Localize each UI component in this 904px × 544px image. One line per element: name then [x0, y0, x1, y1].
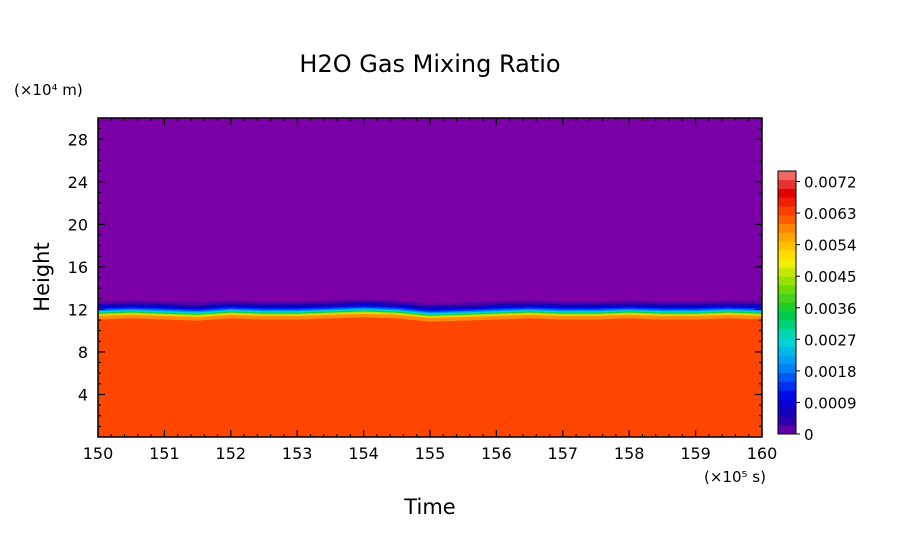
x-tick-label: 155 [415, 444, 446, 463]
x-tick-label: 152 [216, 444, 247, 463]
colorbar-segment [778, 346, 796, 356]
colorbar-segment [778, 179, 796, 189]
colorbar-tick-label: 0.0027 [804, 331, 857, 349]
colorbar-tick-label: 0.0045 [804, 268, 857, 286]
colorbar-segment [778, 276, 796, 286]
colorbar-segment [778, 328, 796, 338]
colorbar-tick-label: 0.0018 [804, 363, 857, 381]
plot-area [98, 118, 762, 437]
colorbar: 0 0.0009 0.0018 0.0027 0.0036 0.0045 0.0054 0.0… [777, 170, 857, 444]
colorbar-segment [778, 232, 796, 242]
colorbar-segment [778, 425, 796, 435]
y-tick-label: 12 [68, 300, 88, 319]
x-axis-label: Time [403, 495, 455, 519]
colorbar-segment [778, 320, 796, 330]
y-tick-label: 4 [78, 385, 88, 404]
colorbar-segment [778, 398, 796, 409]
colorbar-frame [777, 170, 797, 435]
colorbar-segment [778, 241, 796, 251]
x-tick-label: 154 [348, 444, 379, 463]
colorbar-segment [778, 188, 796, 198]
colorbar-tick-label: 0.0072 [804, 174, 857, 192]
y-tick-label: 28 [68, 130, 88, 149]
colorbar-tick-label: 0 [804, 426, 814, 444]
colorbar-segment [778, 214, 796, 224]
x-tick-label: 158 [614, 444, 645, 463]
y-tick-label: 16 [68, 258, 88, 277]
colorbar-segment [778, 416, 796, 426]
colorbar-segment [778, 302, 796, 312]
colorbar-tick-label: 0.0036 [804, 300, 857, 318]
colorbar-segment [778, 197, 796, 207]
x-tick-label: 157 [548, 444, 579, 463]
colorbar-segment [778, 284, 796, 295]
colorbar-segment [778, 390, 796, 400]
colorbar-segment [778, 293, 796, 303]
contour-band-10 [98, 317, 762, 437]
x-tick-label: 159 [680, 444, 711, 463]
x-tick-label: 156 [481, 444, 512, 463]
colorbar-segment [778, 206, 796, 216]
colorbar-tick-label: 0.0063 [804, 205, 857, 223]
colorbar-segment [778, 372, 796, 382]
colorbar-segment [778, 363, 796, 374]
y-axis-label: Height [30, 242, 54, 311]
axis-ticks: 150 151 152 153 154 155 156 157 158 159 160 4 8 12 16 2… [68, 118, 778, 463]
y-unit-label: (×10⁴ m) [14, 81, 83, 99]
colorbar-tick-label: 0.0054 [804, 237, 857, 255]
colorbar-segment [778, 258, 796, 268]
y-tick-label: 8 [78, 343, 88, 362]
colorbar-segment [778, 381, 796, 391]
x-tick-label: 151 [149, 444, 180, 463]
colorbar-segment [778, 337, 796, 347]
chart-title: H2O Gas Mixing Ratio [299, 50, 560, 78]
colorbar-segment [778, 311, 796, 321]
x-unit-label: (×10⁵ s) [704, 468, 766, 486]
colorbar-segment [778, 171, 796, 181]
colorbar-segment [778, 267, 796, 277]
colorbar-tick-label: 0.0009 [804, 394, 857, 412]
y-tick-label: 24 [68, 173, 88, 192]
colorbar-segment [778, 355, 796, 365]
colorbar-segment [778, 407, 796, 417]
x-tick-label: 150 [83, 444, 114, 463]
colorbar-segment [778, 223, 796, 233]
colorbar-segment [778, 249, 796, 260]
x-tick-label: 160 [747, 444, 778, 463]
y-tick-label: 20 [68, 215, 88, 234]
x-tick-label: 153 [282, 444, 313, 463]
